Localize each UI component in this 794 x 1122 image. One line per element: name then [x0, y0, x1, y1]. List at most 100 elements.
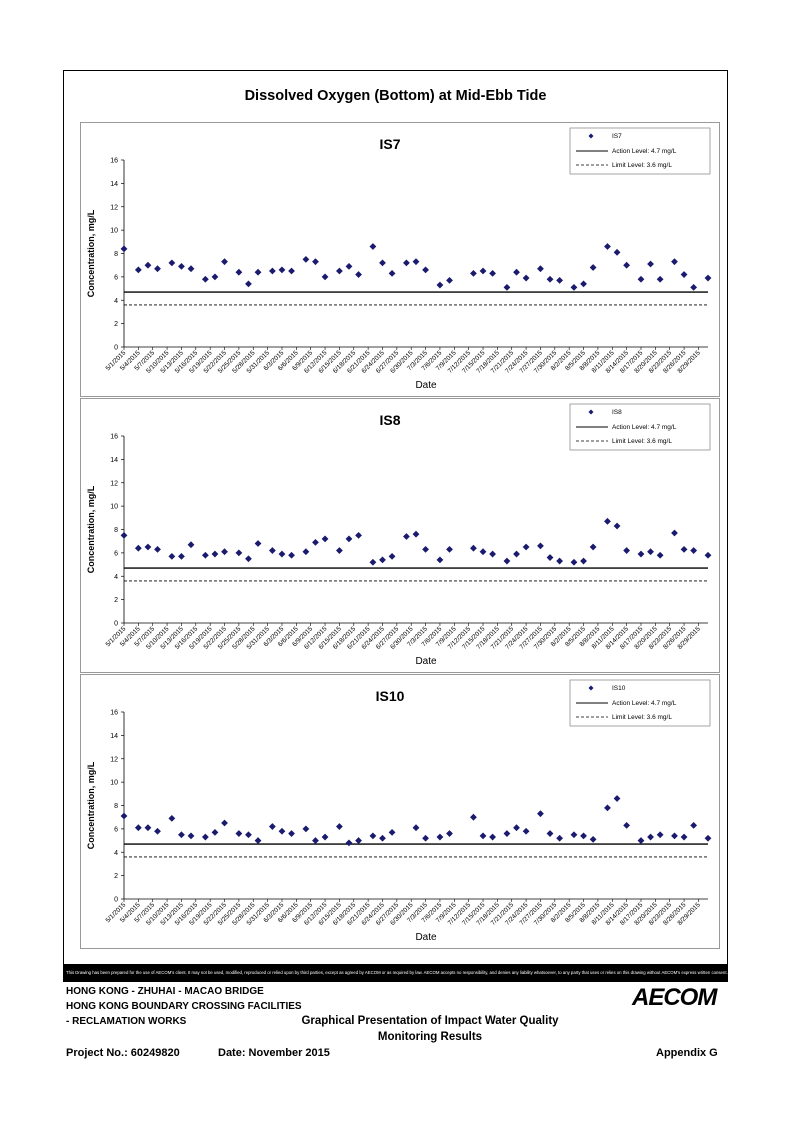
data-point [537, 265, 544, 273]
data-point [412, 530, 420, 538]
y-tick-label: 4 [114, 298, 118, 305]
data-point [345, 839, 353, 847]
data-point [623, 821, 631, 829]
chart-legend: IS8 Action Level: 4.7 mg/L Limit Level: 3.… [569, 403, 711, 451]
data-point [379, 556, 386, 564]
project-line-1: HONG KONG - ZHUHAI - MACAO BRIDGE [66, 986, 264, 997]
data-point [268, 823, 276, 830]
data-point [537, 810, 544, 818]
data-point [403, 533, 410, 540]
data-point [446, 276, 453, 284]
y-tick-label: 10 [110, 504, 118, 511]
data-point [580, 280, 587, 288]
data-point [120, 812, 128, 820]
data-point [422, 834, 429, 842]
data-point [489, 833, 496, 841]
data-point [245, 831, 252, 839]
y-tick-label: 2 [114, 321, 118, 328]
y-tick-label: 14 [110, 457, 118, 464]
data-point [556, 557, 564, 565]
data-point [369, 558, 377, 566]
data-point [604, 517, 611, 525]
data-point [546, 554, 554, 561]
data-point [336, 547, 343, 554]
chart-title: IS10 [376, 688, 405, 704]
project-number: Project No.: 60249820 [66, 1047, 180, 1059]
data-point [637, 550, 645, 558]
data-point [647, 548, 654, 556]
data-point [168, 259, 176, 267]
data-point [422, 545, 429, 553]
data-point [178, 262, 185, 270]
data-point [312, 538, 319, 546]
x-axis-label: Date [415, 656, 437, 667]
data-point [680, 271, 688, 278]
data-point [379, 834, 386, 842]
data-point [369, 243, 377, 250]
data-point [613, 248, 621, 256]
data-point [355, 837, 362, 844]
data-point [479, 832, 487, 840]
chart-is10: IS10 0 2 4 6 8 10 12 14 16 5/1/2015 5/4/2015 5/7/201… [80, 674, 720, 949]
legend-label-level: Action Level: 4.7 mg/L [612, 424, 677, 431]
data-point [589, 835, 597, 843]
disclaimer-bar: This Drawing has been prepared for the u… [63, 964, 728, 982]
data-point [345, 535, 353, 543]
page-title: Dissolved Oxygen (Bottom) at Mid-Ebb Tid… [244, 88, 547, 104]
data-point [245, 555, 252, 563]
data-point [278, 827, 286, 835]
data-point [671, 832, 678, 840]
chart-is8: IS8 0 2 4 6 8 10 12 14 16 5/1/2015 5/4/2015 5/7/2015… [80, 398, 720, 673]
y-tick-label: 8 [114, 527, 118, 534]
data-point [268, 547, 276, 554]
data-point [546, 275, 554, 283]
data-point [479, 267, 487, 275]
y-tick-label: 2 [114, 873, 118, 880]
y-tick-label: 6 [114, 274, 118, 281]
data-point [178, 831, 185, 839]
data-point [503, 557, 511, 565]
caption-line-1: Graphical Presentation of Impact Water Q… [301, 1015, 559, 1027]
data-point [470, 269, 477, 277]
data-point [388, 269, 396, 277]
project-line-2: HONG KONG BOUNDARY CROSSING FACILITIES [66, 1001, 302, 1012]
drawing-date: Date: November 2015 [218, 1047, 330, 1059]
y-tick-label: 16 [110, 434, 118, 441]
legend-label-level: Limit Level: 3.6 mg/L [612, 162, 672, 169]
y-tick-label: 10 [110, 228, 118, 235]
data-point [144, 261, 152, 269]
data-point [647, 833, 654, 841]
legend-marker [588, 685, 594, 691]
data-point [537, 542, 544, 550]
data-point [436, 556, 444, 564]
x-axis-label: Date [415, 380, 437, 391]
chart-svg: IS702468101214165/1/20155/4/20155/7/2015… [80, 122, 720, 397]
data-point [656, 551, 664, 559]
data-point [201, 275, 209, 283]
data-point [154, 545, 161, 553]
chart-svg: IS802468101214165/1/20155/4/20155/7/2015… [80, 398, 720, 673]
data-point [412, 258, 420, 266]
data-point [187, 541, 195, 549]
data-point [134, 544, 142, 552]
data-point [446, 545, 453, 553]
data-point [355, 531, 362, 539]
data-point [278, 266, 286, 274]
data-point [312, 837, 319, 844]
y-tick-label: 14 [110, 181, 118, 188]
data-point [656, 275, 664, 283]
data-point [278, 550, 286, 558]
legend-label-station: IS8 [612, 409, 622, 416]
aecom-logo: AECOM [632, 984, 717, 1011]
data-point [245, 280, 252, 288]
data-point [704, 551, 712, 559]
data-point [302, 825, 310, 833]
data-point [254, 540, 262, 547]
data-point [211, 550, 219, 558]
data-point [671, 529, 678, 537]
data-point [120, 531, 128, 539]
y-tick-label: 16 [110, 710, 118, 717]
data-point [168, 814, 176, 822]
y-tick-label: 12 [110, 756, 118, 763]
y-tick-label: 6 [114, 826, 118, 833]
